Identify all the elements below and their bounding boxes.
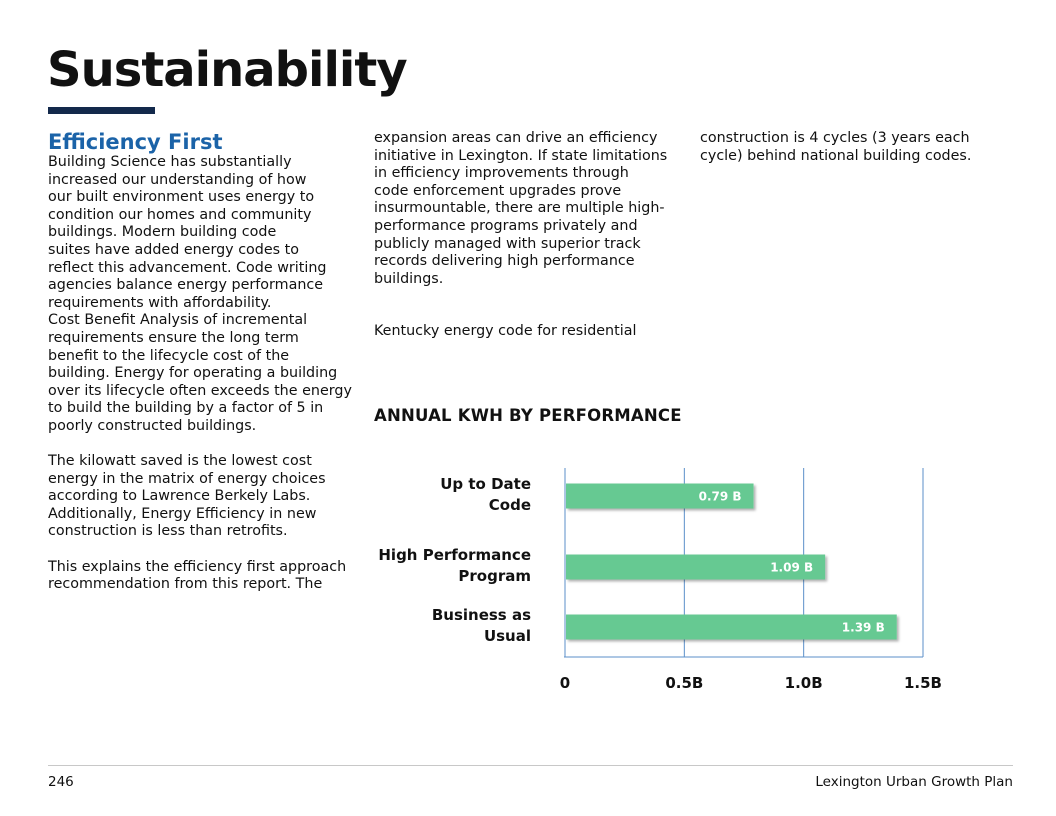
bar-value-label: 0.79 B bbox=[699, 490, 742, 504]
category-label: Program bbox=[458, 567, 531, 585]
paragraph: expansion areas can drive an efficiency … bbox=[374, 130, 668, 287]
category-label: Business as bbox=[432, 606, 531, 624]
bar bbox=[566, 554, 826, 580]
x-tick-label: 1.0B bbox=[785, 674, 823, 692]
chart-title: ANNUAL KWH BY PERFORMANCE bbox=[374, 406, 682, 425]
document-name: Lexington Urban Growth Plan bbox=[815, 774, 1013, 790]
paragraph: This explains the efficiency first appro… bbox=[48, 558, 347, 593]
paragraph: construction is 4 cycles (3 years each c… bbox=[700, 130, 972, 164]
bar-value-label: 1.09 B bbox=[770, 561, 813, 575]
bar-value-label: 1.39 B bbox=[842, 621, 885, 635]
text-column-2: expansion areas can drive an efficiency … bbox=[374, 130, 684, 341]
category-label: High Performance bbox=[378, 546, 531, 564]
category-label: Up to Date bbox=[440, 475, 531, 493]
bar-chart: 0.79 B Up to Date Code 1.09 B High Performan… bbox=[378, 468, 942, 692]
paragraph: The kilowatt saved is the lowest cost en… bbox=[48, 453, 326, 540]
footer-divider bbox=[48, 765, 1013, 766]
paragraph: Kentucky energy code for residential bbox=[374, 323, 637, 340]
page-title: Sustainability bbox=[47, 42, 408, 98]
bar bbox=[566, 614, 897, 640]
x-tick-label: 0 bbox=[560, 674, 570, 692]
category-label: Code bbox=[489, 496, 531, 514]
title-underline bbox=[48, 107, 155, 114]
bar bbox=[566, 483, 754, 509]
x-tick-label: 1.5B bbox=[904, 674, 942, 692]
text-column-3: construction is 4 cycles (3 years each c… bbox=[700, 130, 1010, 165]
page-number: 246 bbox=[48, 774, 74, 790]
x-tick-label: 0.5B bbox=[665, 674, 703, 692]
paragraph: Cost Benefit Analysis of incremental req… bbox=[48, 312, 352, 434]
category-label: Usual bbox=[484, 627, 531, 645]
text-column-1: Efficiency First Building Science has su… bbox=[48, 130, 358, 594]
paragraph: Building Science has substantially incre… bbox=[48, 154, 327, 311]
section-subheading: Efficiency First bbox=[48, 130, 223, 154]
